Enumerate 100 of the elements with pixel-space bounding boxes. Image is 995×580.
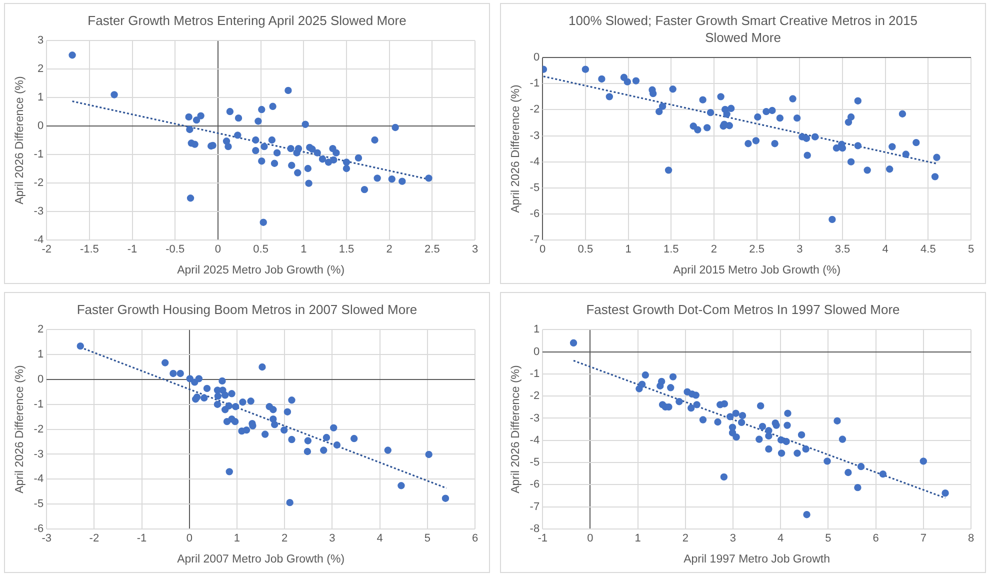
point [284,408,292,416]
y-tick-label: -5 [530,456,540,469]
x-tick-label: 3 [730,532,736,545]
point [332,149,340,156]
point [225,402,232,410]
point [304,448,312,456]
point [284,86,292,94]
point [756,436,763,443]
point [864,166,871,174]
point [933,154,940,161]
point [186,194,194,202]
x-tick-label: 6 [872,532,879,545]
point [268,136,276,144]
point [342,158,350,166]
point [879,470,887,478]
point [308,146,316,153]
x-tick-label: 1 [300,244,307,256]
point [669,86,676,93]
point [374,174,381,182]
point [270,420,278,428]
point [784,410,792,417]
point [606,93,614,100]
y-tick-label: -4 [34,234,44,246]
point [388,175,396,183]
x-tick-label: 2 [282,532,288,545]
point [186,375,194,382]
x-axis-title: April 2015 Metro Job Growth (%) [673,264,841,276]
point [765,432,772,440]
y-tick-label: 1 [37,348,44,361]
point [693,401,700,408]
point [727,104,735,112]
point [703,124,711,132]
x-tick-label: 2.5 [424,244,440,256]
y-tick-label: -6 [530,208,540,220]
point [314,149,321,156]
point [232,403,240,410]
point [811,133,819,140]
x-tick-label: 4 [882,244,888,256]
y-tick-label: 0 [533,346,540,358]
point [252,136,260,144]
point [632,77,640,84]
x-axis-title: April 2025 Metro Job Growth (%) [177,264,345,276]
point [656,108,663,116]
point [342,164,350,172]
point [857,462,865,470]
point [832,144,840,152]
point [228,390,236,398]
point [231,418,239,426]
point [638,380,646,388]
point [203,384,211,392]
point [847,113,855,121]
point [392,124,399,132]
point [784,422,791,429]
y-tick-label: -1 [34,148,44,161]
point [273,149,281,156]
y-tick-label: -6 [530,478,540,491]
y-axis-title: April 2026 Difference (%) [510,84,522,213]
point [176,370,184,378]
point [218,377,226,385]
point [854,97,862,104]
y-tick-label: 1 [533,324,540,336]
point [598,75,606,83]
y-tick-label: 0 [37,373,44,386]
point [320,446,328,454]
point [269,102,276,110]
point [699,96,706,104]
x-tick-label: 4 [376,532,383,545]
point [757,402,764,410]
point [789,95,796,102]
point [803,511,810,518]
x-tick-label: 7 [920,532,926,545]
y-tick-label: -2 [34,423,44,436]
point [768,106,776,114]
point [752,137,760,144]
y-tick-label: -3 [530,130,540,142]
point [744,140,752,148]
point [350,434,358,442]
chart-title: Faster Growth Housing Boom Metros in 2007 Slowed More [76,301,418,318]
point [425,450,432,458]
point [384,446,392,454]
point [794,450,801,457]
point [838,436,846,443]
y-tick-label: -2 [530,104,540,116]
point [802,445,810,453]
point [931,173,939,180]
point [658,378,666,386]
x-tick-label: 2 [386,244,392,256]
point [669,373,677,380]
x-tick-label: -1.5 [80,244,99,256]
x-tick-label: 0 [587,532,594,545]
point [260,142,268,150]
y-axis-title: April 2026 Difference (%) [510,365,522,494]
point [304,437,312,444]
point [258,363,266,371]
x-tick-label: 2 [682,532,688,545]
point [723,110,730,118]
point [676,398,683,406]
y-tick-label: -2 [34,177,44,190]
point [270,160,278,167]
point [221,392,229,399]
